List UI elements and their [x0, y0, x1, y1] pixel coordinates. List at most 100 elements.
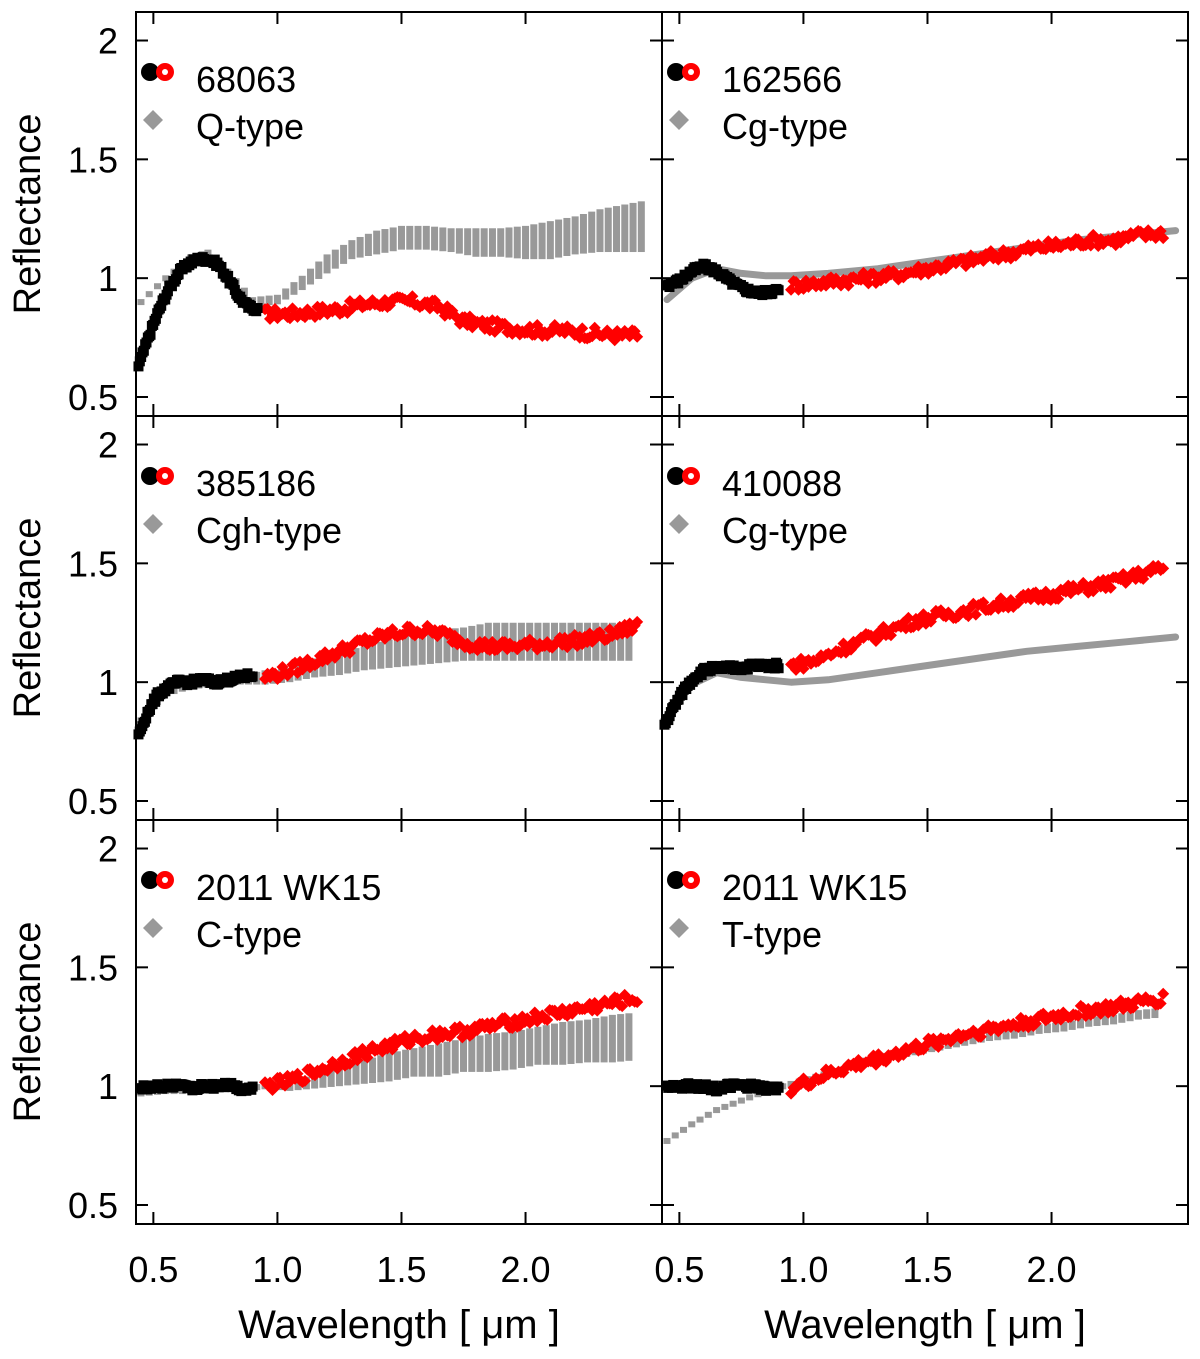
- template-errorbar: [1010, 1029, 1018, 1039]
- template-errorbar: [464, 228, 472, 256]
- template-errorbar: [352, 1062, 360, 1085]
- nir-point: [298, 1074, 311, 1087]
- template-errorbar: [426, 1044, 434, 1077]
- visible-point: [138, 345, 149, 356]
- visible-point: [247, 671, 258, 682]
- nir-point: [1157, 562, 1170, 575]
- legend-nir-marker-center: [688, 473, 694, 479]
- template-errorbar: [787, 1080, 795, 1087]
- template-errorbar: [335, 651, 343, 676]
- template-errorbar: [360, 1060, 368, 1084]
- y-tick-label: 1: [98, 258, 118, 299]
- template-errorbar: [575, 1020, 583, 1064]
- template-errorbar: [513, 226, 521, 259]
- nir-point: [862, 277, 875, 290]
- nir-point: [406, 290, 419, 303]
- legend-nir-marker-center: [688, 877, 694, 883]
- template-errorbar: [555, 219, 563, 258]
- template-errorbar: [377, 641, 385, 669]
- visible-point: [141, 713, 152, 724]
- template-errorbar: [137, 299, 145, 306]
- template-errorbar: [294, 1079, 302, 1091]
- template-errorbar: [530, 224, 538, 260]
- template-errorbar: [443, 1041, 451, 1076]
- template-errorbar: [472, 228, 480, 257]
- template-errorbar: [534, 1026, 542, 1065]
- template-errorbar: [608, 1014, 616, 1063]
- template-errorbar: [704, 1111, 712, 1118]
- template-errorbar: [713, 1107, 721, 1114]
- template-errorbar: [671, 1132, 679, 1139]
- template-errorbar: [1035, 1024, 1043, 1034]
- legend-template-marker: [669, 110, 689, 130]
- template-errorbar: [327, 1069, 335, 1087]
- visible-point: [145, 704, 156, 715]
- template-errorbar: [1002, 1029, 1010, 1040]
- visible-point: [173, 269, 184, 280]
- template-errorbar: [373, 230, 381, 255]
- legend-template-marker: [143, 514, 163, 534]
- nir-point: [631, 330, 644, 343]
- visible-point: [252, 303, 263, 314]
- y-tick-label: 0.5: [68, 1185, 118, 1226]
- template-errorbar: [393, 637, 401, 668]
- template-errorbar: [360, 646, 368, 671]
- template-errorbar: [418, 1046, 426, 1077]
- nir-point: [541, 1013, 554, 1026]
- visible-point: [216, 261, 227, 272]
- template-errorbar: [282, 288, 290, 300]
- template-errorbar: [1118, 1013, 1126, 1023]
- template-errorbar: [961, 1036, 969, 1046]
- template-errorbar: [307, 268, 315, 285]
- template-errorbar: [729, 1100, 737, 1107]
- template-errorbar: [381, 229, 389, 253]
- template-errorbar: [451, 1040, 459, 1074]
- nir-point: [1072, 1009, 1085, 1022]
- template-errorbar: [1085, 1017, 1093, 1027]
- template-errorbar: [1043, 1023, 1051, 1034]
- nir-point: [1157, 987, 1170, 1000]
- template-errorbar: [1076, 1018, 1084, 1029]
- y-tick-label: 2: [98, 829, 118, 870]
- template-errorbar: [443, 629, 451, 663]
- legend-nir-marker-center: [162, 69, 168, 75]
- template-errorbar: [621, 204, 629, 253]
- legend-visible-marker: [141, 467, 159, 485]
- nir-point: [576, 322, 589, 335]
- template-errorbar: [1110, 1014, 1118, 1025]
- x-tick-label: 0.5: [128, 1249, 178, 1290]
- template-errorbar: [369, 644, 377, 670]
- panel-frame: [661, 819, 1189, 1225]
- nir-point: [486, 1016, 499, 1029]
- visible-point: [223, 270, 234, 281]
- x-axis-label: Wavelength [ μm ]: [238, 1303, 560, 1347]
- legend-object-name: 2011 WK15: [196, 867, 381, 908]
- x-axis-label: Wavelength [ μm ]: [764, 1303, 1086, 1347]
- template-errorbar: [1143, 1009, 1151, 1019]
- template-errorbar: [969, 1034, 977, 1045]
- legend-type-label: Cg-type: [722, 106, 848, 147]
- legend-type-label: C-type: [196, 914, 302, 955]
- template-errorbar: [721, 1103, 729, 1110]
- template-errorbar: [1019, 1027, 1027, 1038]
- template-errorbar: [592, 1018, 600, 1063]
- visible-point: [773, 663, 784, 674]
- nir-point: [631, 615, 644, 628]
- template-errorbar: [696, 1116, 704, 1123]
- template-errorbar: [1093, 1016, 1101, 1026]
- x-tick-label: 2.0: [501, 1249, 551, 1290]
- x-tick-label: 2.0: [1027, 1249, 1077, 1290]
- legend-visible-marker: [667, 467, 685, 485]
- legend-object-name: 2011 WK15: [722, 867, 907, 908]
- template-errorbar: [356, 236, 364, 258]
- template-errorbar: [410, 632, 418, 666]
- nir-point: [1052, 592, 1065, 605]
- nir-point: [631, 996, 644, 1009]
- y-tick-label: 2: [98, 21, 118, 62]
- template-errorbar: [311, 1074, 319, 1089]
- x-tick-label: 1.5: [376, 1249, 426, 1290]
- template-errorbar: [344, 1064, 352, 1086]
- template-errorbar: [546, 221, 554, 260]
- nir-point: [969, 608, 982, 621]
- template-errorbar: [563, 217, 571, 256]
